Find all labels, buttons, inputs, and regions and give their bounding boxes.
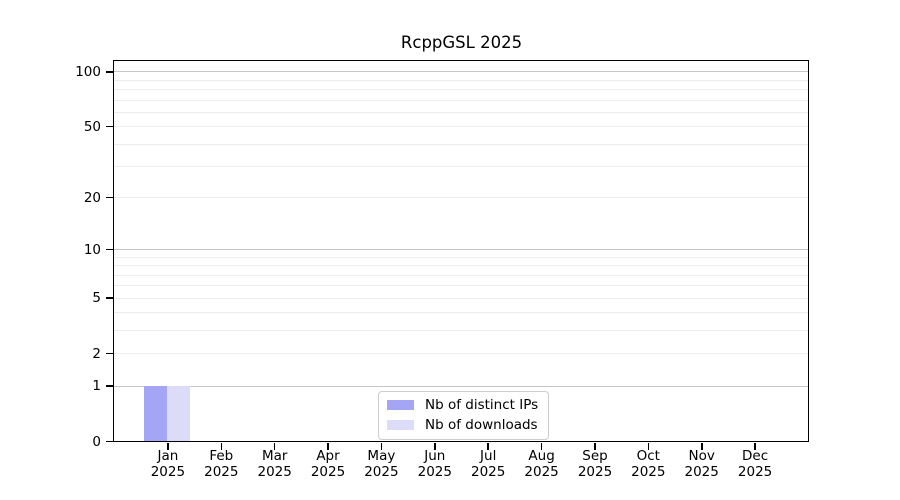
- bar-jan-distinct-ips: [144, 385, 168, 441]
- x-tick: [754, 443, 756, 450]
- x-tick-label: Oct 2025: [631, 448, 666, 480]
- minor-gridline: [114, 89, 808, 91]
- x-tick: [220, 443, 222, 450]
- minor-gridline: [114, 330, 808, 331]
- x-tick: [487, 443, 489, 450]
- x-tick: [594, 443, 596, 450]
- y-tick: [106, 352, 113, 355]
- legend-label-downloads: Nb of downloads: [425, 417, 538, 433]
- y-tick-label: 1: [92, 378, 101, 394]
- x-tick-label: Nov 2025: [684, 448, 719, 480]
- minor-gridline: [114, 265, 808, 266]
- minor-gridline: [114, 274, 808, 276]
- x-tick-label: May 2025: [364, 448, 399, 480]
- x-tick-label: Sep 2025: [577, 448, 613, 480]
- minor-gridline: [114, 99, 808, 101]
- minor-gridline: [114, 312, 808, 314]
- legend-item-downloads: Nb of downloads: [387, 417, 538, 433]
- y-tick-label: 50: [83, 118, 101, 135]
- major-gridline: [114, 71, 808, 73]
- x-tick-label: Mar 2025: [257, 448, 292, 480]
- x-tick: [273, 443, 276, 450]
- minor-gridline: [114, 166, 808, 167]
- x-tick-label: Jul 2025: [471, 448, 506, 480]
- major-gridline: [114, 385, 808, 387]
- y-tick-label: 100: [75, 63, 101, 80]
- x-tick: [327, 443, 329, 450]
- minor-gridline: [114, 126, 808, 128]
- legend-label-distinct-ips: Nb of distinct IPs: [425, 397, 539, 413]
- x-tick: [701, 443, 703, 450]
- y-tick: [106, 385, 113, 387]
- x-tick: [167, 443, 169, 450]
- plot-area: [113, 60, 809, 442]
- x-tick: [647, 443, 650, 450]
- y-tick-label: 0: [92, 433, 101, 450]
- x-tick-label: Dec 2025: [737, 448, 773, 480]
- major-gridline: [114, 249, 808, 250]
- minor-gridline: [114, 353, 808, 354]
- y-tick: [106, 196, 113, 199]
- x-tick-label: Feb 2025: [204, 448, 239, 480]
- x-tick: [434, 443, 436, 450]
- x-tick: [380, 443, 383, 450]
- minor-gridline: [114, 256, 808, 258]
- x-tick-label: Jun 2025: [417, 448, 452, 480]
- y-tick-label: 20: [83, 189, 101, 206]
- y-tick-label: 10: [83, 241, 101, 258]
- y-tick-label: 5: [92, 290, 101, 306]
- legend: Nb of distinct IPs Nb of downloads: [378, 391, 550, 440]
- minor-gridline: [114, 79, 808, 81]
- y-tick: [106, 440, 113, 443]
- minor-gridline: [114, 285, 808, 287]
- minor-gridline: [114, 111, 808, 113]
- y-tick: [106, 125, 113, 128]
- bar-jan-downloads: [167, 385, 191, 441]
- y-tick-label: 2: [92, 345, 101, 362]
- legend-item-distinct-ips: Nb of distinct IPs: [387, 397, 538, 413]
- minor-gridline: [114, 297, 808, 299]
- y-tick: [106, 248, 113, 251]
- y-tick: [106, 297, 113, 299]
- legend-swatch-distinct-ips: [387, 400, 414, 410]
- minor-gridline: [114, 143, 808, 145]
- chart-title: RcppGSL 2025: [400, 33, 523, 52]
- x-tick-label: Apr 2025: [310, 448, 346, 480]
- x-tick-label: Aug 2025: [524, 448, 559, 480]
- y-tick: [106, 71, 113, 73]
- x-tick: [540, 443, 543, 450]
- legend-swatch-downloads: [387, 420, 414, 430]
- x-tick-label: Jan 2025: [150, 448, 186, 480]
- minor-gridline: [114, 197, 808, 199]
